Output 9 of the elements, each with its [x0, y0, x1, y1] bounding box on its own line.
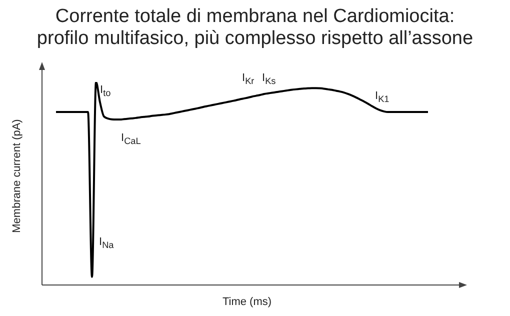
x-axis-title: Time (ms) [221, 296, 273, 308]
annotation: I$_{Kr}$ [242, 72, 254, 86]
annotation: I$_{Ks}$ [262, 72, 276, 86]
annotation: I$_{K1}$ [375, 90, 390, 104]
annotation: I$_{CaL}$ [121, 132, 141, 146]
annotation: I$_{to}$ [100, 84, 111, 98]
annotation: I$_{Na}$ [99, 236, 114, 250]
y-axis-title: Membrane current (pA) [11, 119, 23, 233]
chart-title: Corrente totale di membrana nel Cardiomiocita: profilo multifasico, più complesso rispetto all’assone [36, 6, 474, 50]
